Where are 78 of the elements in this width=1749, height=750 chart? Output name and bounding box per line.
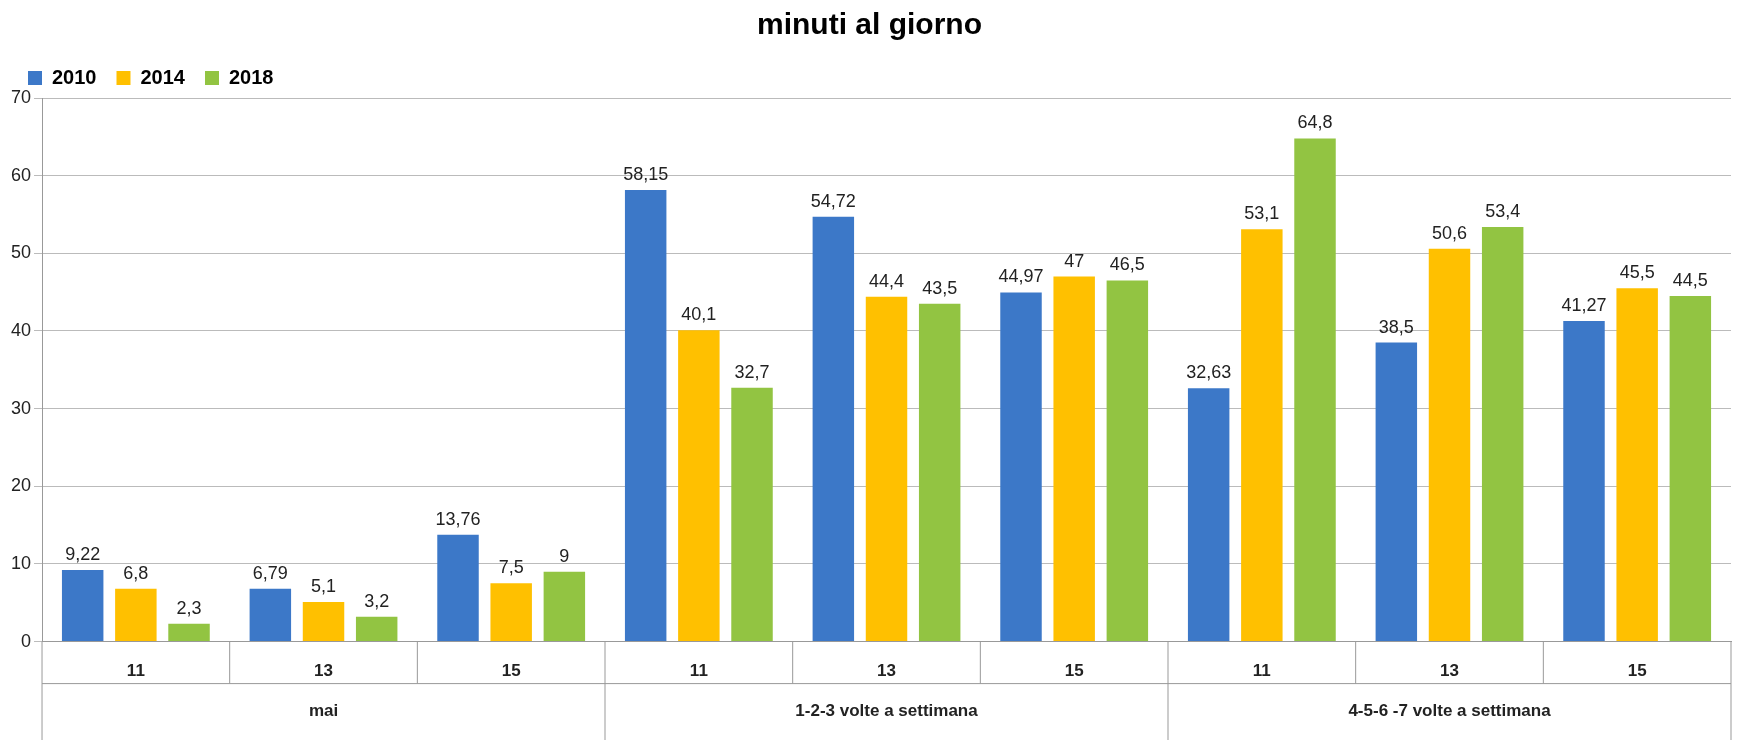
x-tick-label: 11	[126, 661, 145, 681]
bar	[249, 588, 292, 642]
bar	[302, 602, 345, 642]
y-tick-label: 70	[10, 86, 32, 107]
data-label: 46,5	[1109, 254, 1145, 275]
data-label: 44,5	[1672, 269, 1708, 290]
bar	[865, 296, 908, 642]
chart-title: minuti al giorno	[757, 7, 982, 41]
legend-label: 2018	[228, 65, 274, 88]
bar	[168, 623, 210, 642]
data-label: 6,79	[252, 562, 288, 583]
data-label: 53,1	[1244, 203, 1280, 224]
data-label: 5,1	[311, 575, 337, 596]
bar	[1375, 342, 1418, 642]
data-label: 40,1	[681, 304, 717, 325]
bar	[1106, 280, 1149, 642]
legend-label: 2010	[52, 65, 97, 88]
bar	[678, 330, 720, 642]
data-label: 6,8	[123, 562, 149, 583]
data-label: 44,4	[868, 270, 905, 291]
bar	[1481, 226, 1524, 642]
data-label: 44,97	[998, 266, 1044, 287]
bar	[812, 216, 855, 642]
data-label: 41,27	[1561, 295, 1607, 316]
bar	[543, 571, 586, 642]
data-label: 47	[1064, 250, 1085, 271]
bar	[437, 534, 479, 642]
y-tick-label: 40	[10, 319, 32, 340]
bar	[1241, 229, 1283, 642]
y-tick-label: 0	[21, 630, 32, 651]
x-tick-label: 11	[1252, 661, 1271, 681]
bar	[1669, 296, 1712, 642]
data-label: 13,76	[435, 508, 481, 529]
bar	[1187, 388, 1230, 642]
data-label: 9	[559, 545, 570, 566]
bar	[490, 583, 532, 642]
x-tick-label: 13	[314, 661, 333, 681]
y-tick-label: 20	[10, 475, 32, 496]
data-label: 43,5	[922, 277, 958, 298]
data-label: 9,22	[65, 543, 101, 564]
data-label: 45,5	[1619, 262, 1655, 283]
y-tick-label: 30	[10, 397, 32, 418]
x-tick-label: 13	[877, 661, 896, 681]
bar	[1616, 288, 1658, 642]
data-label: 38,5	[1378, 316, 1414, 337]
data-label: 50,6	[1431, 222, 1468, 243]
bar	[1428, 248, 1471, 642]
bar	[1000, 292, 1042, 642]
bar	[918, 303, 961, 642]
data-label: 2,3	[176, 597, 202, 618]
bar	[1563, 321, 1605, 642]
x-tick-label: 15	[501, 661, 521, 681]
bar	[624, 190, 667, 642]
data-label: 7,5	[498, 557, 524, 578]
data-label: 58,15	[623, 163, 669, 184]
text: 4-5-6 -7 volte a settimana	[1348, 701, 1552, 721]
bar	[1053, 276, 1095, 642]
bar	[61, 570, 104, 642]
bar	[731, 387, 773, 642]
bar	[115, 588, 157, 642]
x-tick-label: 15	[1064, 661, 1084, 681]
bar	[1294, 138, 1336, 642]
data-label: 53,4	[1485, 200, 1521, 221]
legend-label: 2014	[140, 65, 186, 88]
y-tick-label: 50	[10, 242, 32, 263]
text: 1-2-3 volte a settimana	[795, 701, 979, 721]
bar	[355, 616, 398, 642]
x-tick-label: 15	[1627, 661, 1647, 681]
text: mai	[308, 701, 339, 721]
data-label: 32,63	[1186, 362, 1232, 383]
data-label: 64,8	[1297, 112, 1333, 133]
x-tick-label: 11	[689, 661, 708, 681]
x-tick-label: 13	[1440, 661, 1459, 681]
data-label: 32,7	[734, 361, 770, 382]
y-tick-label: 60	[10, 164, 32, 185]
data-label: 3,2	[364, 590, 390, 611]
y-tick-label: 10	[10, 552, 32, 573]
data-label: 54,72	[810, 190, 856, 211]
